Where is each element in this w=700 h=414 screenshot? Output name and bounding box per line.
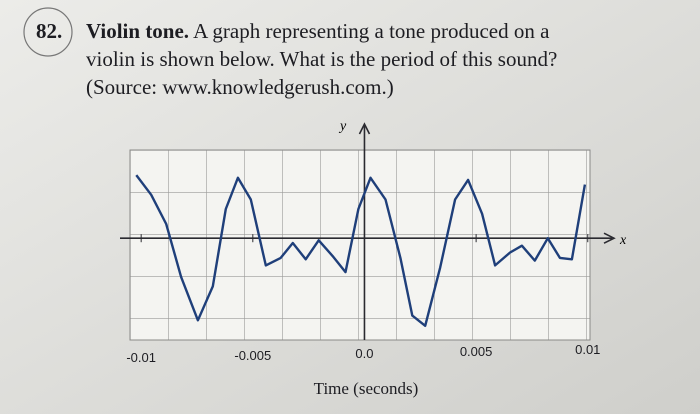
plot: -0.01 -0.005 0.0 0.005 0.01 xyxy=(120,122,616,365)
x-axis-label: Time (seconds) xyxy=(314,379,419,398)
x-tick-label: -0.005 xyxy=(234,348,271,363)
x-tick-label: 0.01 xyxy=(575,342,600,357)
question-text: A graph representing a tone produced on … xyxy=(189,19,550,43)
question-line: Violin tone. A graph representing a tone… xyxy=(86,19,550,43)
y-arrow xyxy=(358,122,371,135)
question-number: 82. xyxy=(36,19,62,43)
x-tick-label: 0.005 xyxy=(460,344,493,359)
waveform xyxy=(135,174,587,327)
y-axis-name: y xyxy=(338,119,347,134)
question-text: violin is shown below. What is the perio… xyxy=(86,47,557,71)
number-circle xyxy=(23,7,73,57)
x-arrow xyxy=(603,232,616,244)
question-source: (Source: www.knowledgerush.com.) xyxy=(86,75,394,99)
question-heading: Violin tone. xyxy=(86,19,189,43)
x-tick-label: 0.0 xyxy=(355,346,373,361)
x-tick-label: -0.01 xyxy=(126,350,156,365)
grid xyxy=(129,149,591,341)
x-axis-name: x xyxy=(619,233,627,248)
